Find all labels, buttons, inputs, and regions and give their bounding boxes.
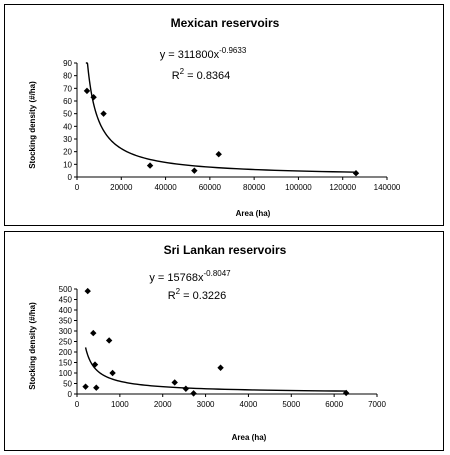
y-tick-label: 70 (63, 84, 72, 93)
r2-sup: 2 (176, 287, 181, 296)
x-tick-label: 100000 (285, 183, 312, 192)
r2-label: R (172, 70, 180, 82)
x-tick-label: 7000 (368, 400, 386, 409)
y-tick-label: 0 (68, 390, 73, 399)
data-point (342, 389, 350, 397)
x-tick-label: 0 (75, 183, 80, 192)
y-tick-label: 250 (59, 338, 73, 347)
r2-label: R (168, 290, 176, 302)
y-tick-label: 10 (63, 160, 72, 169)
y-tick-label: 400 (59, 306, 73, 315)
y-tick-label: 50 (63, 110, 72, 119)
y-tick-label: 30 (63, 135, 72, 144)
equation-exponent: -0.9633 (219, 46, 247, 55)
trend-equation: y = 15768x-0.8047 (149, 269, 231, 284)
x-tick-label: 60000 (199, 183, 222, 192)
r2-sup: 2 (180, 67, 185, 76)
x-axis-label: Area (ha) (232, 433, 267, 442)
x-tick-label: 4000 (240, 400, 258, 409)
y-tick-label: 50 (63, 380, 72, 389)
x-tick-label: 0 (75, 400, 80, 409)
data-point (90, 94, 97, 101)
data-point (84, 287, 91, 295)
y-tick-label: 450 (59, 296, 73, 305)
y-tick-label: 150 (59, 359, 73, 368)
data-point (182, 385, 190, 392)
x-tick-label: 20000 (110, 183, 133, 192)
mexican-reservoirs-chart: Mexican reservoirs y = 311800x-0.9633 R2… (4, 4, 444, 226)
r2-value: = 0.3226 (180, 290, 226, 302)
data-point (171, 379, 178, 386)
data-point (83, 87, 91, 95)
trend-line (84, 347, 348, 392)
sri-lankan-reservoirs-chart: Sri Lankan reservoirs y = 15768x-0.8047 … (4, 231, 444, 451)
y-tick-label: 80 (63, 72, 72, 81)
equation-exponent: -0.8047 (203, 269, 231, 278)
x-tick-label: 6000 (325, 400, 343, 409)
y-tick-label: 60 (63, 97, 72, 106)
data-point (91, 361, 99, 368)
x-tick-label: 5000 (282, 400, 300, 409)
x-tick-label: 40000 (154, 183, 177, 192)
data-point (82, 383, 89, 390)
y-tick-label: 300 (59, 327, 73, 336)
mexican-chart-svg: Mexican reservoirs y = 311800x-0.9633 R2… (28, 16, 401, 218)
data-point (215, 151, 222, 158)
data-point (93, 384, 100, 391)
y-tick-label: 200 (59, 348, 73, 357)
equation-base: y = 15768x (149, 272, 204, 284)
y-tick-label: 0 (68, 173, 73, 182)
x-tick-label: 2000 (154, 400, 172, 409)
data-point (191, 167, 198, 174)
y-tick-label: 20 (63, 148, 72, 157)
x-tick-label: 140000 (374, 183, 401, 192)
data-point (100, 110, 107, 117)
r2-value: = 0.8364 (184, 70, 230, 82)
plot-area: 0 10 20 30 40 50 60 70 80 90 0 20000 40000 60000 80000… (63, 59, 401, 192)
y-tick-label: 500 (59, 285, 73, 294)
y-tick-label: 90 (63, 59, 72, 68)
chart-title: Mexican reservoirs (171, 16, 280, 30)
y-tick-label: 100 (59, 369, 73, 378)
data-point (109, 369, 116, 377)
x-tick-label: 120000 (329, 183, 356, 192)
data-point (352, 170, 360, 177)
r-squared: R2 = 0.3226 (168, 287, 227, 302)
sri-lankan-chart-svg: Sri Lankan reservoirs y = 15768x-0.8047 … (28, 243, 387, 442)
y-axis-label: Stocking density (#/ha) (28, 81, 37, 169)
x-axis-label: Area (ha) (236, 209, 271, 218)
y-tick-label: 350 (59, 317, 73, 326)
r-squared: R2 = 0.8364 (172, 67, 231, 82)
x-tick-label: 1000 (111, 400, 129, 409)
y-axis-label: Stocking density (#/ha) (28, 302, 37, 390)
data-point (217, 364, 224, 371)
y-tick-label: 40 (63, 122, 72, 131)
data-point (146, 162, 154, 169)
equation-base: y = 311800x (160, 49, 220, 61)
data-point (105, 337, 113, 344)
data-point (90, 329, 97, 337)
chart-title: Sri Lankan reservoirs (164, 243, 287, 257)
data-point (190, 390, 197, 397)
x-tick-label: 80000 (243, 183, 266, 192)
x-tick-label: 3000 (197, 400, 215, 409)
trend-equation: y = 311800x-0.9633 (160, 46, 247, 61)
trend-line (85, 62, 357, 173)
